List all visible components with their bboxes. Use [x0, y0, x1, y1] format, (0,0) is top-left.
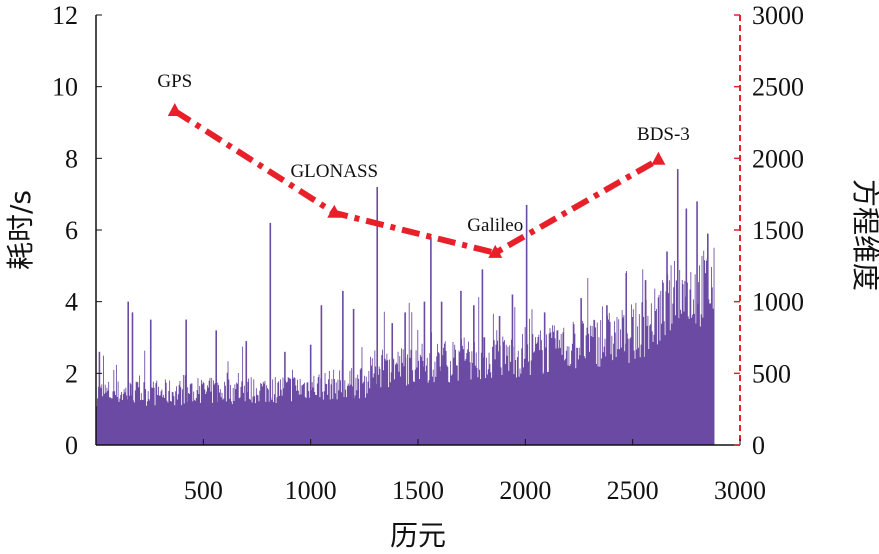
y-axis-title-right: 方程维度	[849, 179, 879, 291]
ticks: 500 1000 1500 2000 2500 3000 0 2 4 6 8 10 12 0 500 1000…	[52, 1, 804, 505]
dimension-marker	[327, 204, 342, 218]
left-y-tick-label: 8	[65, 144, 78, 173]
right-y-tick-label: 0	[752, 431, 765, 460]
line-series: GPS GLONASS Galileo BDS-3	[157, 71, 690, 258]
x-tick-label: 2500	[607, 476, 659, 505]
left-y-tick-label: 0	[65, 431, 78, 460]
left-y-tick-label: 2	[65, 359, 78, 388]
left-y-tick-label: 12	[52, 1, 78, 30]
dimension-marker	[651, 151, 666, 165]
right-y-tick-label: 1000	[752, 288, 804, 317]
epoch-bars	[96, 247, 715, 445]
left-y-tick-label: 4	[65, 288, 78, 317]
right-y-tick-label: 2000	[752, 144, 804, 173]
right-y-tick-label: 500	[752, 359, 791, 388]
x-tick-label: 2000	[499, 476, 551, 505]
dimension-marker	[488, 244, 503, 258]
x-tick-label: 500	[184, 476, 223, 505]
x-tick-label: 1000	[285, 476, 337, 505]
x-tick-label: 3000	[714, 476, 766, 505]
point-label: Galileo	[467, 215, 523, 236]
left-y-tick-label: 10	[52, 73, 78, 102]
x-tick-label: 1500	[392, 476, 444, 505]
y-axis-title-left: 耗时/s	[4, 190, 37, 270]
dimension-line	[173, 108, 660, 257]
dimension-marker	[167, 103, 182, 117]
point-label: GLONASS	[290, 161, 378, 182]
right-y-tick-label: 1500	[752, 216, 804, 245]
right-y-tick-label: 2500	[752, 73, 804, 102]
bar-series	[96, 169, 715, 445]
point-label: BDS-3	[637, 124, 690, 145]
point-label: GPS	[157, 71, 192, 92]
x-axis-title: 历元	[390, 519, 446, 552]
right-y-tick-label: 3000	[752, 1, 804, 30]
left-y-tick-label: 6	[65, 216, 78, 245]
